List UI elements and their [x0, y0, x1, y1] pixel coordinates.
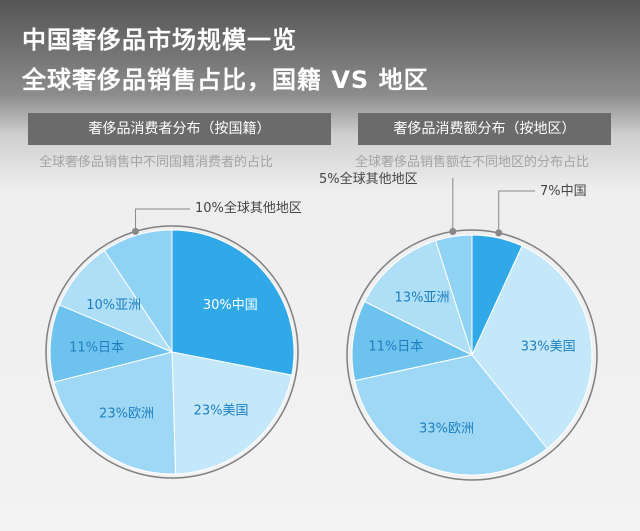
left-label-china: 30%中国 [203, 298, 258, 313]
left-chart-title: 奢侈品消费者分布（按国籍） [28, 113, 331, 145]
right-chart-subtitle: 全球奢侈品销售额在不同地区的分布占比 [355, 155, 590, 170]
right-callout-line-china [498, 190, 535, 233]
right-label-asia: 13%亚洲 [395, 291, 450, 306]
left-label-usa: 23%美国 [194, 404, 249, 419]
left-callout-dot-other [132, 227, 139, 235]
right-callout-dot-other [449, 228, 457, 235]
left-callout-line-other [135, 208, 190, 232]
left-chart-subtitle: 全球奢侈品销售中不同国籍消费者的占比 [39, 155, 274, 170]
page-subtitle: 全球奢侈品销售占比，国籍 VS 地区 [22, 66, 429, 94]
left-label-europe: 23%欧洲 [99, 406, 154, 421]
right-label-japan: 11%日本 [368, 340, 423, 355]
left-pie-outline [45, 225, 299, 479]
left-pie: 30%中国 23%美国 23%欧洲 11%日本 10%亚洲 10%全球其他地区 [45, 200, 302, 479]
right-label-usa: 33%美国 [521, 340, 576, 355]
left-slice-china [171, 229, 295, 376]
right-pie-outline [346, 229, 598, 481]
left-slice-usa [171, 351, 293, 475]
right-slice-europe [354, 354, 548, 476]
right-chart-title: 奢侈品消费额分布（按地区） [358, 113, 611, 145]
right-slice-usa [471, 245, 593, 450]
left-slice-japan [49, 304, 174, 383]
left-slice-europe [53, 351, 177, 475]
right-label-europe: 33%欧洲 [419, 421, 474, 436]
right-pie: 33%美国 33%欧洲 11%日本 13%亚洲 7%中国 5%全球其他地区 [319, 171, 598, 481]
left-label-asia: 10%亚洲 [86, 298, 141, 313]
right-label-china: 7%中国 [540, 184, 587, 199]
right-slice-japan [351, 300, 474, 382]
page-title: 中国奢侈品市场规模一览 [22, 26, 297, 54]
right-slice-other [434, 234, 473, 356]
right-callout-dot-china [495, 229, 503, 237]
right-slice-asia [363, 240, 473, 356]
right-label-other: 5%全球其他地区 [319, 171, 418, 187]
left-slice-other [103, 229, 173, 354]
left-label-other: 10%全球其他地区 [195, 200, 302, 216]
left-label-japan: 11%日本 [69, 341, 124, 356]
